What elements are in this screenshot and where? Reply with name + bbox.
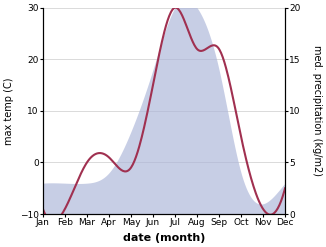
- Y-axis label: med. precipitation (kg/m2): med. precipitation (kg/m2): [312, 45, 322, 176]
- X-axis label: date (month): date (month): [123, 233, 205, 243]
- Y-axis label: max temp (C): max temp (C): [4, 77, 14, 145]
